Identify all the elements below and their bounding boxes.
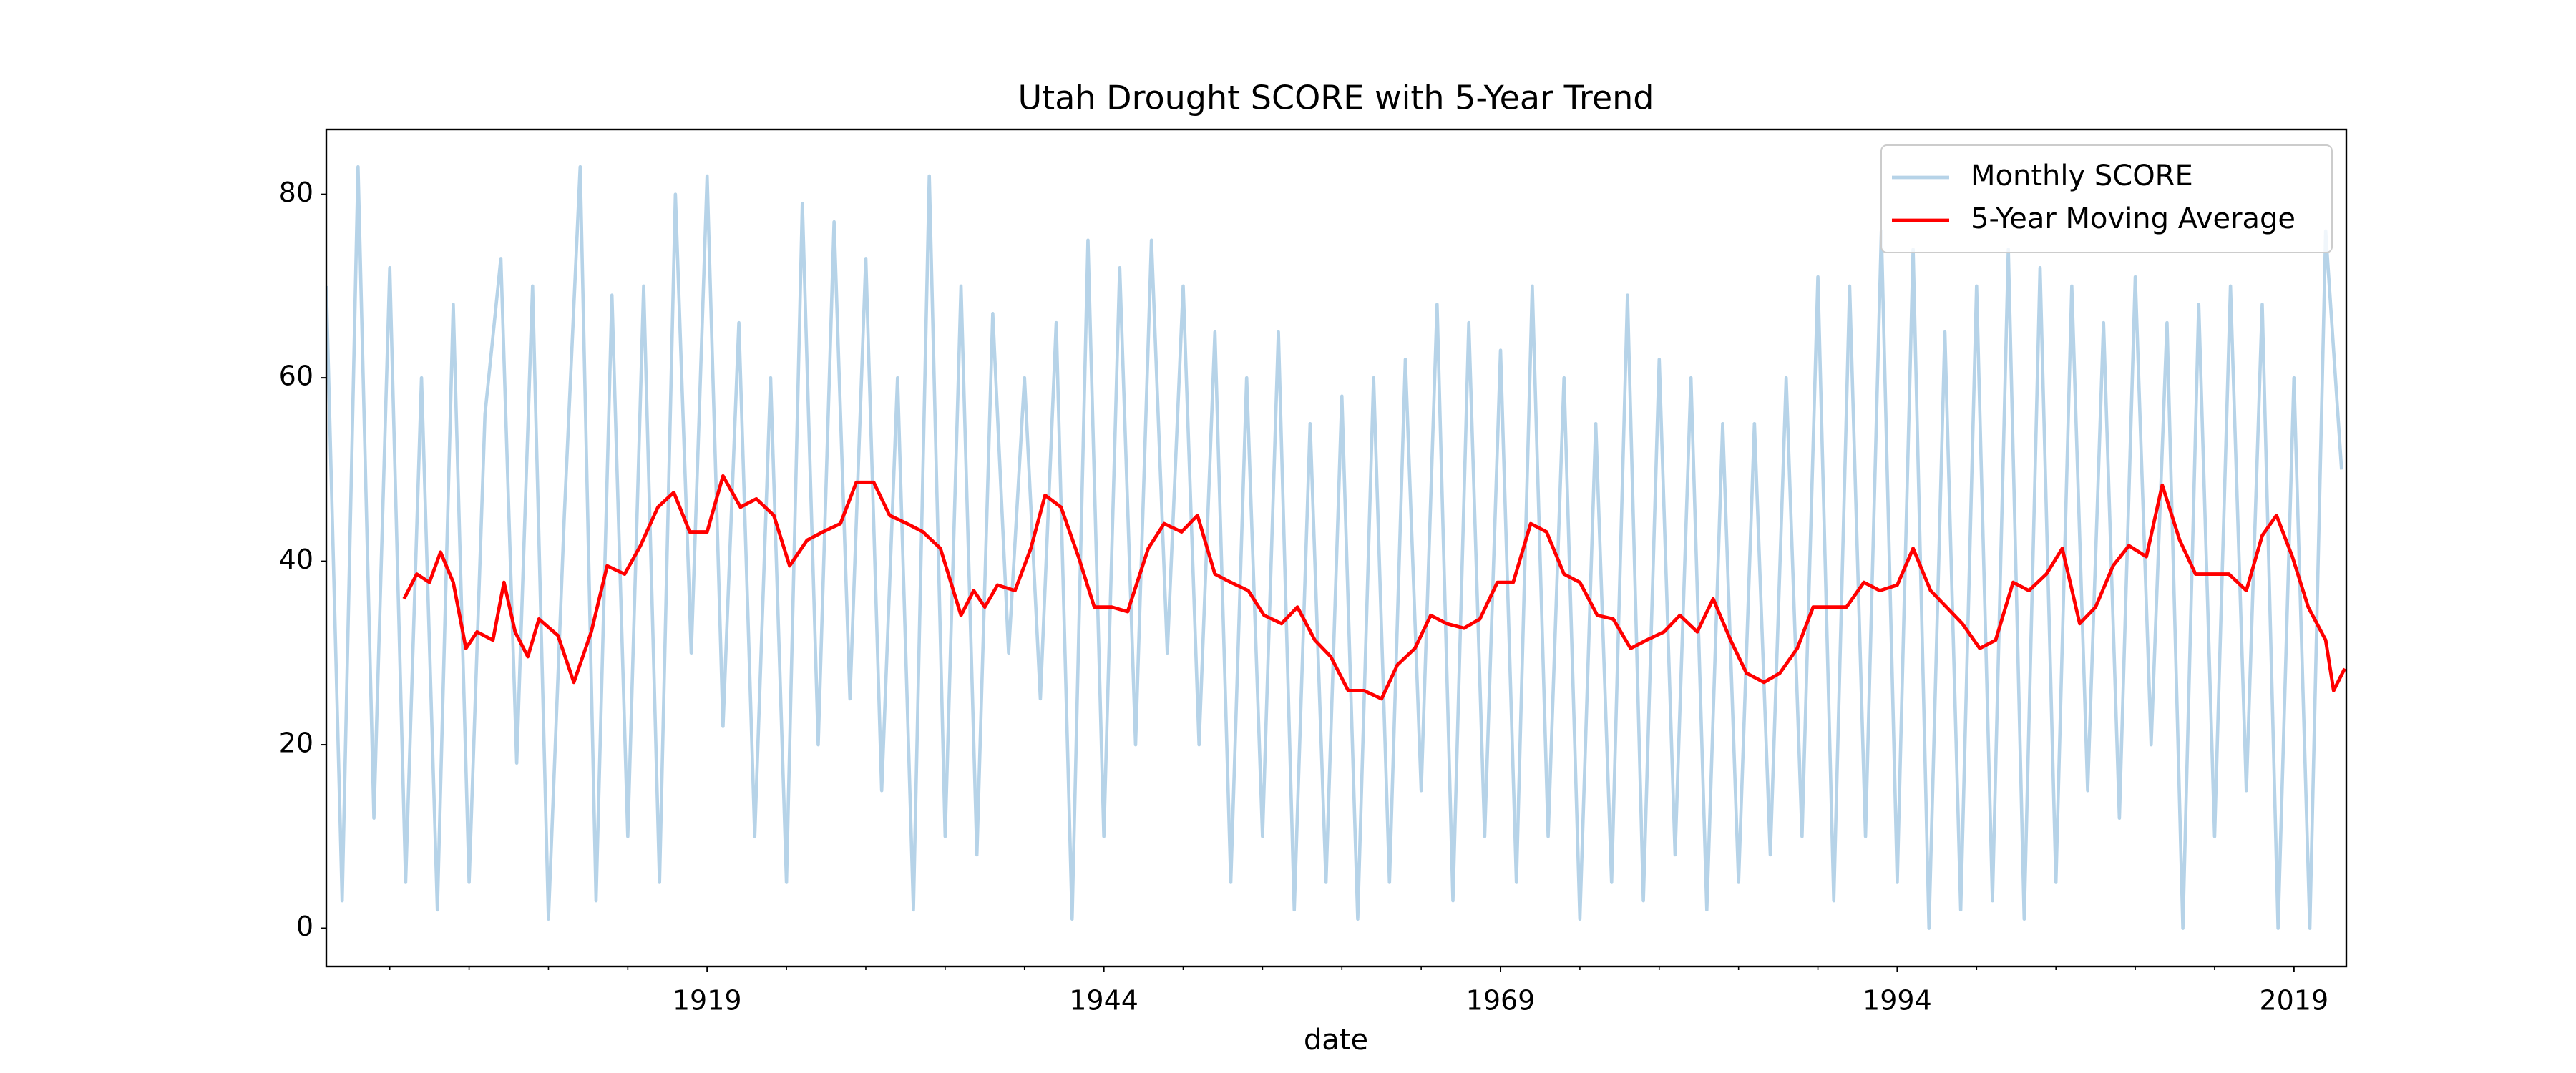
x-tick-label: 2019 (2259, 985, 2328, 1016)
plot-area (326, 165, 2346, 930)
y-tick-label: 40 (279, 544, 313, 575)
legend-box (1880, 144, 2333, 253)
y-tick-label: 0 (296, 911, 313, 942)
y-tick-label: 60 (279, 361, 313, 392)
x-tick-label: 1944 (1069, 985, 1138, 1016)
axes-frame (325, 128, 2348, 968)
legend-label: 5-Year Moving Average (1971, 202, 2296, 235)
legend-label: Monthly SCORE (1971, 160, 2193, 192)
x-tick-label: 1994 (1863, 985, 1932, 1016)
chart-title: Utah Drought SCORE with 5-Year Trend (1018, 79, 1654, 117)
series-line (326, 165, 2343, 930)
y-tick-label: 20 (279, 727, 313, 759)
y-tick-label: 80 (279, 177, 313, 208)
series-line (402, 474, 2346, 701)
x-axis-label: date (1304, 1024, 1368, 1057)
x-tick-label: 1969 (1466, 985, 1536, 1016)
x-tick-label: 1919 (673, 985, 742, 1016)
